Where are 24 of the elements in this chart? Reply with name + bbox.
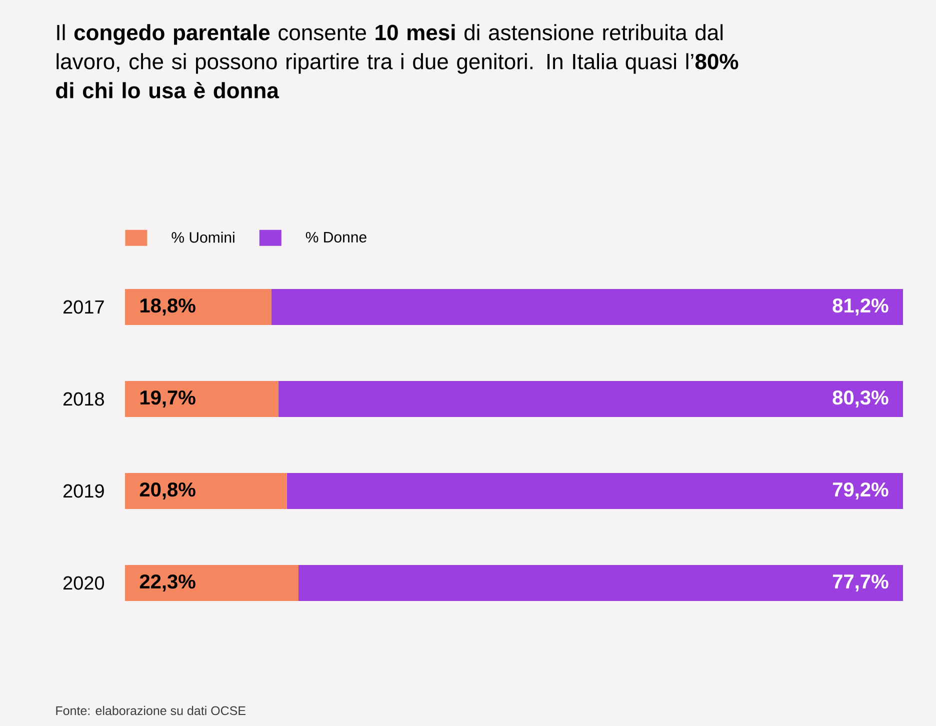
bar [125,380,278,417]
bar [278,380,904,417]
data-label: 80,3% [832,390,888,408]
y-tick-label: 2018 [63,392,104,406]
legend-label: % Uomini [172,232,234,243]
source-note: Fonte: elaborazione su dati OCSE [56,706,246,716]
data-label: 81,2% [832,298,888,316]
bar [125,565,298,601]
chart-title: Il congedo parentale consente 10 mesi di astensione retribuita dal lavoro, che si possono ripartire tra i due genitori. In Italia quasi l’80% di chi lo usa è donna [56,24,738,98]
bar [286,472,904,509]
data-label: 77,7% [832,574,888,592]
bar [125,472,287,509]
y-tick-label: 2017 [63,300,104,314]
data-label: 22,3% [140,574,196,592]
data-label: 79,2% [832,482,888,500]
legend-label: % Donne [306,232,366,242]
bar [125,288,272,325]
data-label: 19,7% [140,390,196,408]
y-tick-label: 2019 [63,484,104,498]
bar [271,288,904,325]
data-label: 18,8% [140,298,196,316]
y-tick-label: 2020 [63,576,104,590]
data-label: 20,8% [140,482,196,500]
bar [298,565,904,601]
